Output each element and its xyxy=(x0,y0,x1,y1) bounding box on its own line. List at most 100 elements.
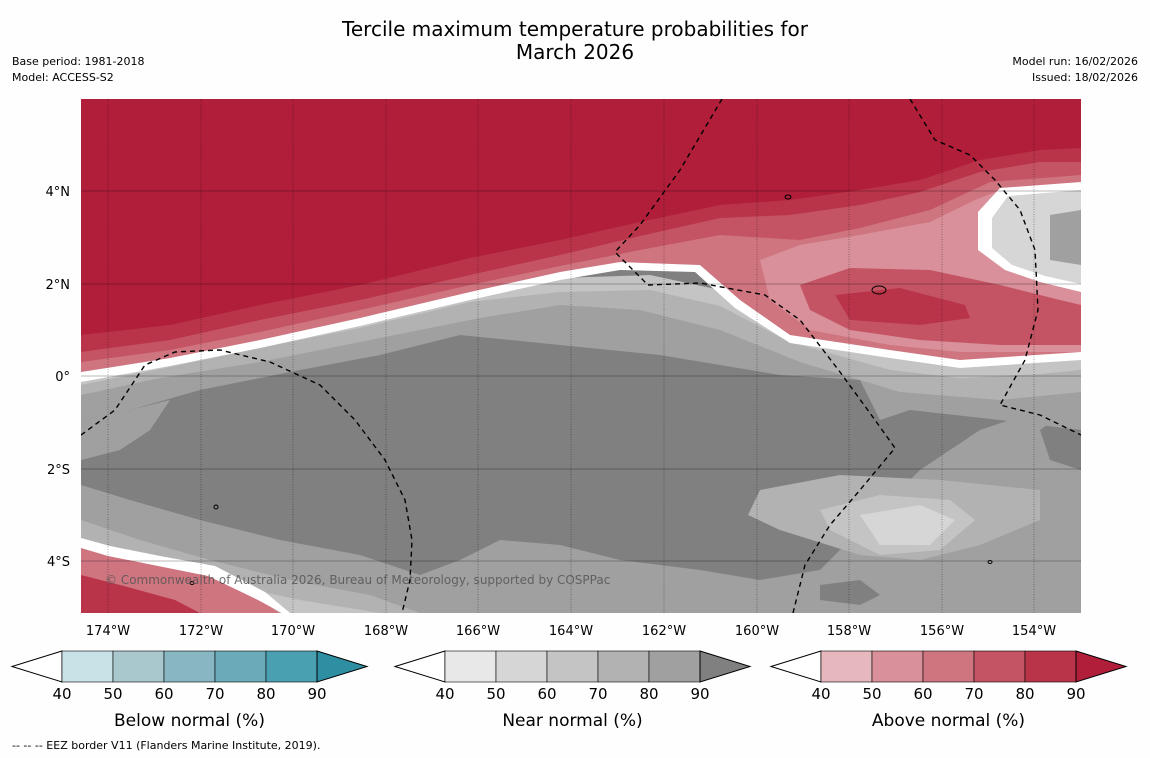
island-3 xyxy=(213,504,219,510)
island-4 xyxy=(189,581,195,585)
colorbar-tick-label: 70 xyxy=(205,685,224,703)
x-tick-label: 166°W xyxy=(456,624,500,639)
colorbar-segment xyxy=(112,650,165,683)
region-near-70-band xyxy=(81,290,1081,400)
island-1 xyxy=(784,194,792,200)
issued-date: Issued: 18/02/2026 xyxy=(1031,71,1138,84)
x-tick-label: 174°W xyxy=(86,624,130,639)
colorbar-tick-label: 40 xyxy=(811,685,830,703)
island-5 xyxy=(987,560,993,564)
x-tick-label: 154°W xyxy=(1012,624,1056,639)
y-tick-label: 2°S xyxy=(47,463,70,478)
model-name: Model: ACCESS-S2 xyxy=(12,71,114,84)
boundary-north-east-white xyxy=(978,182,1081,292)
colorbar-tick-label: 80 xyxy=(639,685,658,703)
grid-lines xyxy=(81,99,1081,613)
colorbar-title: Above normal (%) xyxy=(872,711,1025,731)
colorbar-segment xyxy=(495,650,548,683)
x-tick-label: 158°W xyxy=(827,624,871,639)
colorbar-segment xyxy=(1024,650,1077,683)
region-near-50-east xyxy=(860,505,955,545)
colorbar-title: Below normal (%) xyxy=(114,711,265,731)
colorbar-1: 40 50 60 70 80 90 Below normal (%) xyxy=(10,650,369,731)
colorbar-tick-label: 70 xyxy=(588,685,607,703)
footnote-eez: -- -- -- EEZ border V11 (Flanders Marine… xyxy=(12,739,321,752)
y-axis-ticks: 4°N 2°N 0° 2°S 4°S xyxy=(46,185,71,570)
meta-right: Model run: 16/02/2026 Issued: 18/02/2026 xyxy=(1012,54,1138,86)
x-tick-label: 170°W xyxy=(271,624,315,639)
colorbar-segment xyxy=(163,650,216,683)
colorbar-segment xyxy=(444,650,497,683)
colorbar-extend-high xyxy=(1075,650,1128,683)
x-tick-label: 164°W xyxy=(549,624,593,639)
title-line-2: March 2026 xyxy=(515,40,635,64)
x-tick-label: 156°W xyxy=(920,624,964,639)
x-tick-label: 172°W xyxy=(179,624,223,639)
colorbar-segment xyxy=(214,650,267,683)
colorbar-tick-label: 60 xyxy=(913,685,932,703)
colorbar-segment xyxy=(597,650,650,683)
boundary-south-west-white xyxy=(81,538,290,613)
colorbar-segment xyxy=(820,650,873,683)
colorbar-tick-label: 40 xyxy=(52,685,71,703)
colorbar-extend-low xyxy=(769,650,822,683)
eez-border-central xyxy=(614,99,896,613)
colorbar-extend-high xyxy=(699,650,752,683)
y-tick-label: 4°N xyxy=(46,185,71,200)
copyright-notice: © Commonwealth of Australia 2026, Bureau… xyxy=(105,573,610,587)
x-tick-label: 168°W xyxy=(364,624,408,639)
islands xyxy=(189,194,993,585)
region-near-90-patch xyxy=(820,580,880,605)
colorbar-extend-high xyxy=(316,650,369,683)
region-near-80-west xyxy=(81,400,170,460)
colorbar-tick-label: 90 xyxy=(690,685,709,703)
colorbar-segment xyxy=(61,650,114,683)
map-plot-area: © Commonwealth of Australia 2026, Bureau… xyxy=(81,99,1081,613)
colorbar-segment xyxy=(922,650,975,683)
island-2 xyxy=(871,285,887,295)
region-near-60-band xyxy=(81,275,1081,385)
colorbar-tick-label: 50 xyxy=(486,685,505,703)
colorbar-segment xyxy=(265,650,318,683)
base-period: Base period: 1981-2018 xyxy=(12,55,145,68)
colorbar-tick-label: 70 xyxy=(964,685,983,703)
colorbar-tick-label: 50 xyxy=(862,685,881,703)
x-tick-label: 160°W xyxy=(735,624,779,639)
region-near-80-band xyxy=(81,300,1081,430)
colorbar-2: 40 50 60 70 80 90 Near normal (%) xyxy=(393,650,752,731)
colorbar-title: Near normal (%) xyxy=(502,711,642,731)
colorbar-tick-label: 50 xyxy=(103,685,122,703)
colorbar-segment xyxy=(648,650,701,683)
region-near-80-south xyxy=(81,400,1081,613)
colorbar-3: 40 50 60 70 80 90 Above normal (%) xyxy=(769,650,1128,731)
eez-borders xyxy=(81,99,1081,613)
colorbar-tick-label: 60 xyxy=(537,685,556,703)
colorbar-tick-label: 40 xyxy=(435,685,454,703)
model-run: Model run: 16/02/2026 xyxy=(1012,55,1138,68)
title-line-1: Tercile maximum temperature probabilitie… xyxy=(342,17,808,41)
colorbar-tick-label: 80 xyxy=(256,685,275,703)
colorbars: 40 50 60 70 80 90 Below normal (%) 40 50 60 70 80 90… xyxy=(10,650,1128,731)
region-near-80-north-east xyxy=(1050,210,1081,265)
region-above-south-west-80 xyxy=(81,575,200,613)
eez-border-east xyxy=(909,99,1081,436)
colorbar-segment xyxy=(973,650,1026,683)
colorbar-tick-label: 60 xyxy=(154,685,173,703)
colorbar-segment xyxy=(871,650,924,683)
y-tick-label: 4°S xyxy=(47,555,70,570)
region-above-80-core xyxy=(835,288,970,325)
y-tick-label: 0° xyxy=(55,370,70,385)
colorbar-tick-label: 80 xyxy=(1015,685,1034,703)
colorbar-tick-label: 90 xyxy=(307,685,326,703)
x-tick-label: 162°W xyxy=(642,624,686,639)
colorbar-extend-low xyxy=(10,650,63,683)
colorbar-extend-low xyxy=(393,650,446,683)
x-axis-ticks: 174°W 172°W 170°W 168°W 166°W 164°W 162°W 160°W… xyxy=(86,624,1056,639)
y-tick-label: 2°N xyxy=(46,278,71,293)
colorbar-segment xyxy=(546,650,599,683)
colorbar-tick-label: 90 xyxy=(1066,685,1085,703)
map-title: Tercile maximum temperature probabilitie… xyxy=(0,18,1150,64)
eez-border-west xyxy=(81,349,413,613)
meta-left: Base period: 1981-2018 Model: ACCESS-S2 xyxy=(12,54,144,86)
